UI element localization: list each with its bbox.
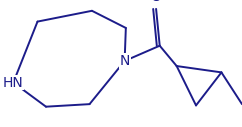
Text: HN: HN (3, 76, 24, 90)
Text: N: N (120, 54, 130, 68)
Text: O: O (151, 0, 161, 4)
